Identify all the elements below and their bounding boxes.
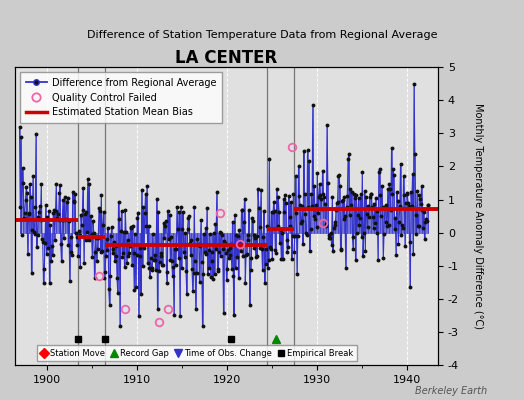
Title: LA CENTER: LA CENTER (176, 49, 278, 67)
Text: Berkeley Earth: Berkeley Earth (415, 386, 487, 396)
Y-axis label: Monthly Temperature Anomaly Difference (°C): Monthly Temperature Anomaly Difference (… (473, 103, 483, 329)
Legend: Station Move, Record Gap, Time of Obs. Change, Empirical Break: Station Move, Record Gap, Time of Obs. C… (37, 346, 357, 361)
Text: Difference of Station Temperature Data from Regional Average: Difference of Station Temperature Data f… (87, 30, 437, 40)
